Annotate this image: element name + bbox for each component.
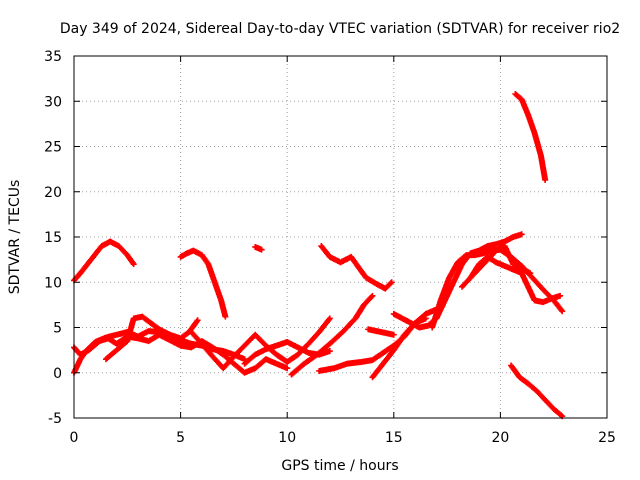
y-tick-label: 0	[53, 366, 62, 382]
series-arc-15	[365, 326, 397, 338]
x-tick-label: 25	[598, 430, 616, 446]
y-tick-label: 15	[44, 230, 62, 246]
data-marker-run	[252, 243, 265, 253]
y-tick-label: 35	[44, 49, 62, 65]
y-tick-label: 25	[44, 140, 62, 156]
data-marker-run	[71, 238, 137, 284]
series-arc-4	[318, 243, 395, 292]
data-marker-run	[365, 326, 397, 338]
y-tick-label: -5	[48, 411, 62, 427]
tick-labels: 0 5 10 15 20 25 -5 0 5 10 15 20 25 30 35	[44, 49, 616, 446]
series-arc-5	[512, 91, 549, 183]
data-marker-run	[102, 313, 201, 363]
series-arc-2	[177, 247, 229, 320]
y-tick-label: 10	[44, 275, 62, 291]
data-marker-run	[459, 243, 534, 290]
data-marker-run	[512, 91, 549, 183]
data-points	[71, 91, 566, 420]
series-arc-3	[252, 243, 265, 253]
data-marker-run	[177, 247, 229, 320]
chart-title: Day 349 of 2024, Sidereal Day-to-day VTE…	[60, 21, 620, 37]
data-marker-run	[508, 362, 566, 420]
x-tick-label: 15	[385, 430, 403, 446]
series-arc-12	[288, 292, 376, 378]
x-tick-label: 0	[70, 430, 79, 446]
x-tick-label: 20	[491, 430, 509, 446]
axis-ticks	[73, 55, 608, 419]
y-tick-label: 20	[44, 185, 62, 201]
y-tick-label: 5	[53, 321, 62, 337]
series-arc-1	[71, 238, 137, 284]
data-marker-run	[288, 292, 376, 378]
series-arc-6	[508, 362, 566, 420]
series-arc-9	[102, 313, 201, 363]
x-tick-label: 5	[176, 430, 185, 446]
data-marker-run	[318, 243, 395, 292]
y-tick-label: 30	[44, 94, 62, 110]
x-tick-label: 10	[278, 430, 296, 446]
series-arc-19	[459, 243, 534, 290]
y-axis-label: SDTVAR / TECUs	[7, 180, 23, 295]
x-axis-label: GPS time / hours	[281, 458, 398, 474]
